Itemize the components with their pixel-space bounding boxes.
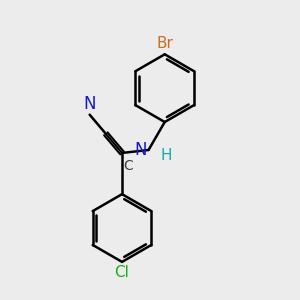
Text: Br: Br [156,36,173,51]
Text: N: N [135,141,147,159]
Text: C: C [124,159,133,173]
Text: Cl: Cl [115,265,130,280]
Text: H: H [161,148,172,163]
Text: N: N [83,95,96,113]
